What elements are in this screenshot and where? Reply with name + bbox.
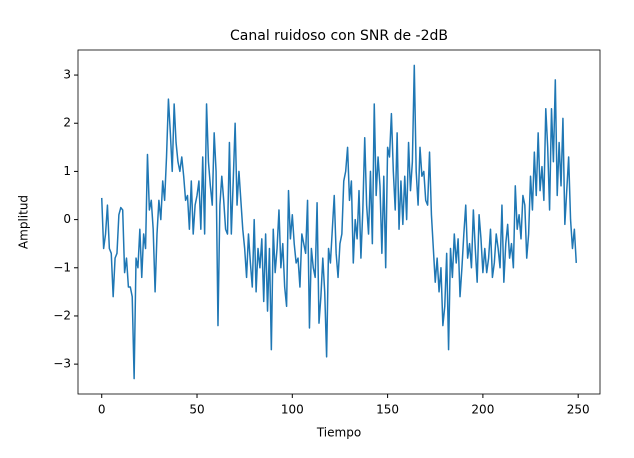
x-tick-label: 200 [471,403,494,417]
y-axis-label: Amplitud [17,195,31,249]
x-tick-label: 100 [281,403,304,417]
y-tick-label: −1 [53,260,71,274]
x-axis-label: Tiempo [316,426,361,440]
y-tick-label: 2 [63,116,71,130]
y-tick-label: −2 [53,308,71,322]
chart-title: Canal ruidoso con SNR de -2dB [230,28,448,44]
x-tick-label: 0 [98,403,106,417]
y-tick-label: 1 [63,164,71,178]
y-tick-label: 0 [63,212,71,226]
x-tick-label: 150 [376,403,399,417]
data-line [100,64,578,380]
x-tick-label: 50 [189,403,204,417]
y-tick-label: −3 [53,357,71,371]
y-tick-label: 3 [63,68,71,82]
plot-frame [77,49,601,395]
x-tick-label: 250 [567,403,590,417]
